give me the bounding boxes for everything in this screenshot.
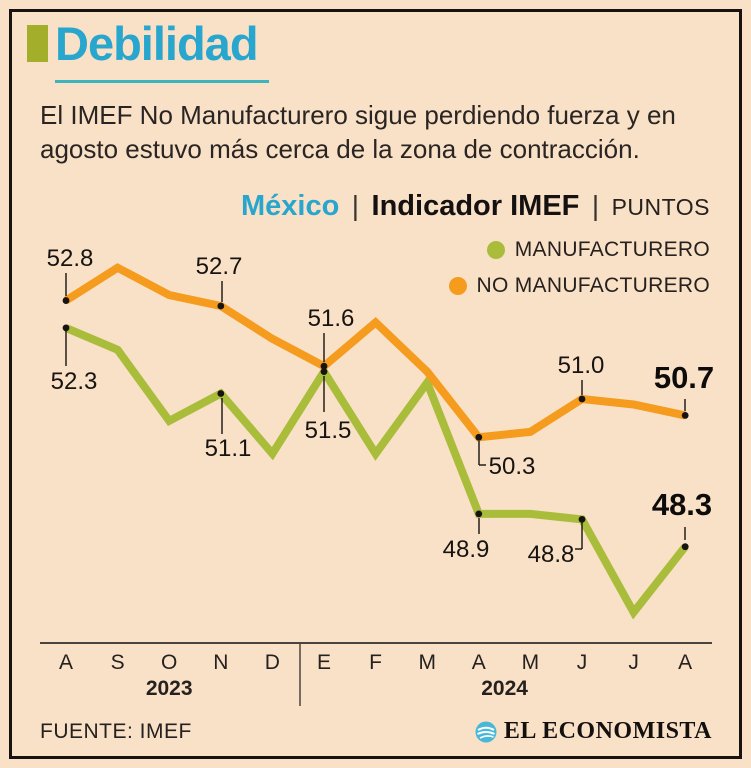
data-point-dot bbox=[475, 510, 483, 518]
data-label-51.5: 51.5 bbox=[304, 417, 352, 444]
page-title: Debilidad bbox=[55, 17, 259, 70]
chart-header: México | Indicador IMEF | PUNTOS bbox=[241, 190, 710, 223]
subtitle-line-1: El IMEF No Manufacturero sigue perdiendo… bbox=[40, 100, 676, 130]
chart-title: Indicador IMEF bbox=[371, 190, 580, 222]
x-tick-label: A bbox=[471, 651, 486, 674]
x-tick-label: E bbox=[316, 651, 332, 674]
data-point-dot bbox=[578, 515, 586, 523]
data-label-52.8: 52.8 bbox=[46, 245, 94, 272]
legend-label: MANUFACTURERO bbox=[514, 238, 710, 261]
x-tick-label: S bbox=[110, 651, 125, 674]
x-tick-label: A bbox=[678, 651, 693, 674]
data-point-dot bbox=[475, 433, 483, 441]
manufacturero-dot-icon bbox=[486, 241, 505, 259]
data-label-51.0: 51.0 bbox=[557, 352, 605, 379]
source-note: FUENTE: IMEF bbox=[40, 720, 192, 743]
legend-item-no-manufacturero: NO MANUFACTURERO bbox=[448, 274, 710, 298]
data-point-dot bbox=[217, 390, 225, 397]
x-tick-label: F bbox=[369, 651, 383, 674]
subtitle: El IMEF No Manufacturero sigue perdiendo… bbox=[40, 98, 730, 167]
subtitle-line-2: agosto estuvo más cerca de la zona de co… bbox=[40, 134, 640, 165]
chart-region: México bbox=[241, 190, 340, 222]
label-tick-lines bbox=[65, 273, 686, 550]
legend-item-manufacturero: MANUFACTURERO bbox=[486, 238, 710, 262]
el-economista-globe-icon bbox=[475, 721, 497, 742]
data-point-dot bbox=[320, 368, 328, 376]
data-label-48.3: 48.3 bbox=[651, 487, 713, 522]
data-point-dot bbox=[320, 362, 328, 370]
data-point-dots bbox=[62, 297, 689, 551]
x-tick-label: O bbox=[161, 651, 178, 674]
brand-name: EL ECONOMISTA bbox=[503, 718, 712, 744]
data-label-50.3: 50.3 bbox=[488, 453, 536, 480]
data-label-48.8: 48.8 bbox=[527, 541, 575, 568]
data-label-50.7: 50.7 bbox=[653, 360, 715, 395]
chart-units: PUNTOS bbox=[611, 194, 710, 220]
data-point-dot bbox=[217, 302, 225, 310]
data-label-48.9: 48.9 bbox=[442, 536, 490, 563]
data-label-52.7: 52.7 bbox=[195, 253, 243, 280]
x-tick-label: A bbox=[58, 651, 74, 674]
data-label-51.1: 51.1 bbox=[204, 435, 252, 462]
title-underline bbox=[55, 80, 269, 83]
series-lines bbox=[63, 263, 689, 620]
separator: | bbox=[591, 190, 600, 221]
no-manufacturero-dot-icon bbox=[448, 277, 467, 295]
separator: | bbox=[351, 190, 360, 221]
data-label-51.6: 51.6 bbox=[307, 305, 355, 332]
data-point-dot bbox=[681, 543, 689, 551]
year-label-2023: 2023 bbox=[145, 677, 193, 700]
x-tick-label: N bbox=[213, 651, 229, 674]
year-label-2024: 2024 bbox=[481, 677, 528, 700]
brand-logo: EL ECONOMISTA bbox=[475, 718, 712, 745]
x-tick-label: J bbox=[576, 651, 588, 674]
title-accent-bar bbox=[27, 25, 48, 62]
data-label-52.3: 52.3 bbox=[50, 368, 98, 395]
x-tick-label: J bbox=[628, 651, 639, 674]
x-tick-label: M bbox=[521, 651, 540, 674]
data-point-dot bbox=[578, 395, 586, 403]
x-tick-label: D bbox=[264, 651, 280, 674]
data-point-dot bbox=[681, 412, 689, 419]
data-point-dot bbox=[62, 324, 70, 332]
x-tick-label: M bbox=[418, 651, 436, 674]
data-point-dot bbox=[62, 297, 70, 304]
legend-label: NO MANUFACTURERO bbox=[476, 274, 710, 297]
